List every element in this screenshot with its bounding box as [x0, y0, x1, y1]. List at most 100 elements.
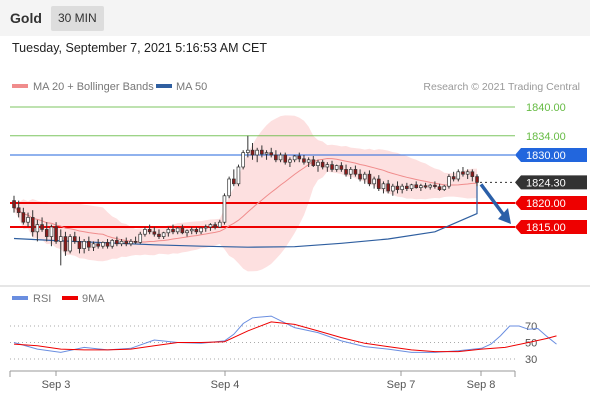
candle	[49, 226, 54, 237]
candle	[391, 185, 395, 192]
candle	[26, 217, 30, 223]
ma20-line	[13, 157, 478, 243]
candle	[447, 176, 451, 187]
candle	[451, 176, 456, 180]
candle	[232, 178, 236, 185]
candle	[101, 242, 105, 247]
bollinger-band	[14, 115, 477, 272]
candle	[325, 164, 330, 168]
candle	[320, 161, 325, 168]
candle	[110, 240, 115, 247]
candle	[339, 165, 344, 170]
rsi-tick-label: 30	[525, 354, 537, 366]
candle	[77, 241, 82, 249]
level-label: 1820.00	[526, 198, 566, 210]
candle	[166, 229, 171, 234]
candle	[203, 226, 208, 229]
candle	[217, 221, 222, 228]
chart-credit: Research © 2021 Trading Central	[423, 81, 580, 93]
candle	[147, 229, 152, 233]
candle	[82, 241, 86, 249]
candle	[246, 149, 250, 153]
rsi-tick-label: 70	[525, 321, 537, 333]
candle	[129, 241, 133, 245]
candle	[274, 154, 278, 161]
rsi-line	[13, 315, 557, 353]
candle	[175, 227, 180, 233]
candle	[54, 226, 58, 242]
candle	[208, 224, 213, 228]
candle	[306, 159, 311, 163]
level-tag	[515, 148, 587, 162]
level-label: 1834.00	[526, 131, 566, 143]
candle	[241, 152, 245, 168]
candle	[461, 171, 465, 175]
rsi-legend-swatch	[12, 296, 28, 300]
candle	[348, 169, 353, 175]
candle	[353, 169, 358, 175]
candle	[194, 229, 199, 233]
candle	[442, 185, 447, 190]
candle	[433, 184, 437, 187]
timeframe-button[interactable]: 30 MIN	[51, 6, 104, 31]
forecast-arrow-head	[498, 208, 511, 224]
forecast-arrow-shaft	[479, 183, 508, 220]
candle	[475, 176, 479, 183]
ma9-legend-swatch	[62, 296, 78, 300]
candle	[87, 241, 91, 248]
candle	[330, 164, 334, 170]
candle	[189, 229, 194, 232]
candle	[456, 171, 461, 180]
time-tick-label: Sep 8	[467, 379, 496, 391]
asset-title: Gold	[10, 10, 42, 26]
ma50-legend-label: MA 50	[176, 81, 207, 93]
candle	[161, 232, 166, 237]
candle	[68, 236, 72, 252]
candle	[316, 161, 320, 166]
candle	[428, 184, 433, 188]
header-bar: Gold 30 MIN	[0, 0, 590, 36]
candle	[236, 166, 241, 185]
candle	[311, 159, 316, 166]
candle	[44, 229, 49, 237]
candle	[302, 158, 306, 163]
level-tag	[515, 175, 587, 190]
rsi-tick-label: 50	[525, 338, 537, 350]
candle	[334, 165, 339, 170]
ma20-legend-label: MA 20 + Bollinger Bands	[33, 81, 154, 93]
candle	[152, 231, 157, 235]
level-label: 1815.00	[526, 222, 566, 234]
candle	[250, 149, 255, 156]
candle	[138, 233, 143, 243]
candle	[423, 185, 428, 188]
candle	[367, 173, 372, 185]
candle	[222, 195, 227, 223]
candle	[283, 154, 288, 163]
candle	[12, 200, 16, 209]
candle	[119, 241, 124, 245]
candle	[58, 236, 63, 242]
rsi-ma-line	[13, 321, 557, 353]
time-tick-label: Sep 7	[387, 379, 416, 391]
candle	[381, 183, 386, 189]
candle	[40, 224, 44, 230]
candle	[63, 236, 68, 252]
level-tag	[515, 196, 587, 210]
candle	[437, 186, 442, 190]
rsi-panel: 70 50 30	[10, 315, 557, 366]
candle	[227, 178, 231, 197]
candle	[372, 178, 376, 185]
timestamp: Tuesday, September 7, 2021 5:16:53 AM CE…	[12, 41, 268, 55]
rsi-legend-label: RSI	[33, 293, 51, 305]
candle	[115, 240, 119, 245]
candle	[292, 155, 297, 161]
candle	[133, 241, 138, 243]
ma20-legend-swatch	[12, 84, 28, 88]
candle	[414, 184, 419, 189]
ma9-legend-label: 9MA	[82, 293, 105, 305]
level-label: 1830.00	[526, 150, 566, 162]
candle	[143, 229, 147, 235]
level-label: 1840.00	[526, 102, 566, 114]
candle	[465, 171, 470, 175]
